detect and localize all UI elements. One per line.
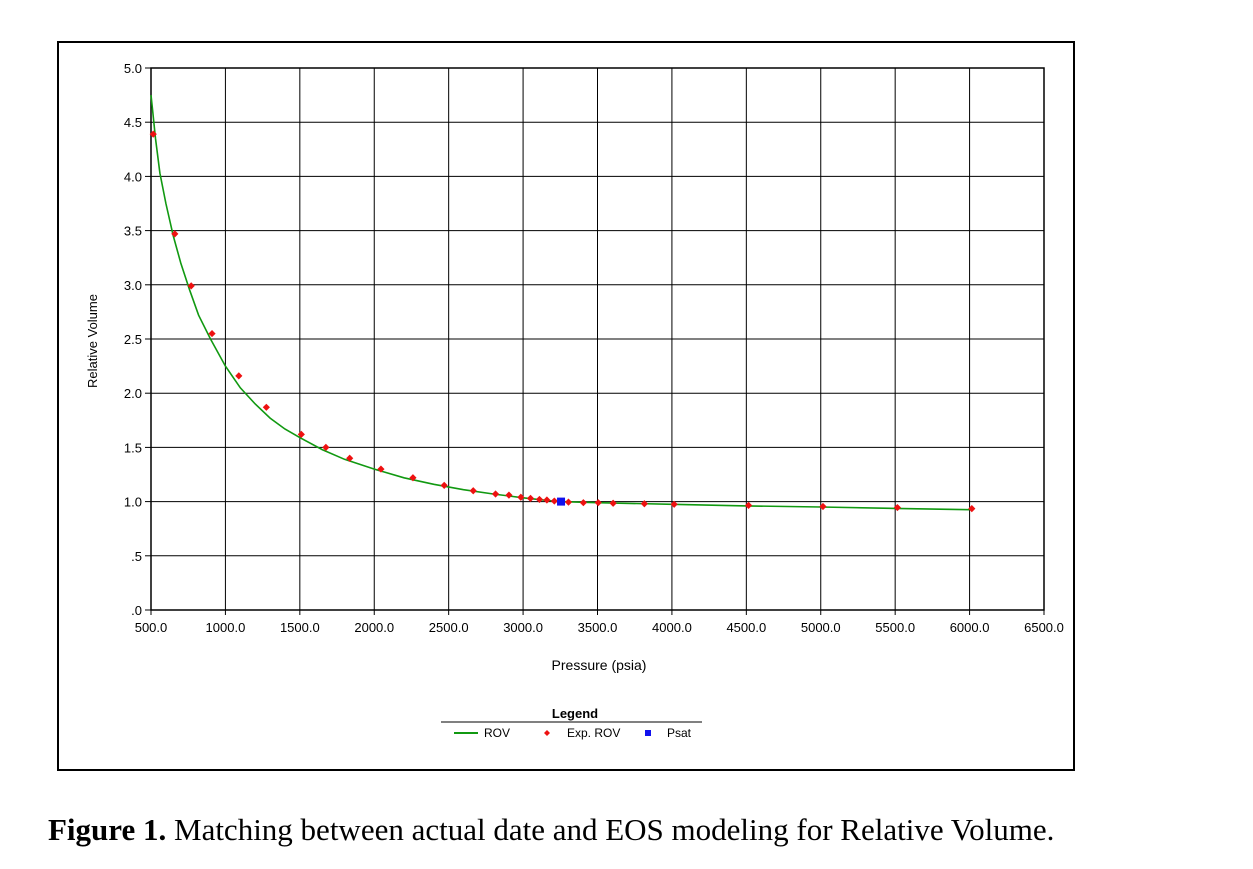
- exp-rov-point: [526, 494, 535, 502]
- x-tick-label: 500.0: [135, 620, 168, 635]
- x-tick-label: 6000.0: [950, 620, 990, 635]
- exp-rov-point: [235, 372, 243, 380]
- exp-rov-point: [377, 465, 385, 473]
- y-axis-label: Relative Volume: [85, 294, 100, 388]
- y-tick-label: .0: [131, 603, 142, 618]
- chart-frame: 500.0 1000.0 1500.0 2000.0 2500.0 3000.0 3500.…: [57, 41, 1075, 771]
- y-tick-label: 5.0: [124, 61, 142, 76]
- relative-volume-chart: 500.0 1000.0 1500.0 2000.0 2500.0 3000.0 3500.…: [85, 61, 1064, 740]
- legend-exp-rov-swatch: [544, 730, 550, 736]
- x-tick-label: 5000.0: [801, 620, 841, 635]
- x-axis-ticks: 500.0 1000.0 1500.0 2000.0 2500.0 3000.0 3500.…: [135, 610, 1064, 635]
- exp-rov-point: [640, 500, 648, 508]
- y-axis-ticks: .0 .5 1.0 1.5 2.0 2.5 3.0 3.5 4.0 4.5 5.0: [124, 61, 151, 618]
- exp-rov-point: [505, 491, 513, 499]
- exp-rov-point: [550, 497, 558, 505]
- x-tick-label: 1000.0: [206, 620, 246, 635]
- exp-rov-point: [579, 499, 587, 507]
- exp-rov-point: [208, 329, 216, 338]
- exp-rov-point: [409, 474, 417, 482]
- legend-psat-swatch: [645, 730, 651, 736]
- caption-text: Matching between actual date and EOS mod…: [166, 812, 1055, 847]
- y-tick-label: 4.0: [124, 169, 142, 184]
- exp-rov-point: [819, 502, 827, 511]
- y-tick-label: .5: [131, 549, 142, 564]
- exp-rov-point: [893, 503, 901, 512]
- figure-caption: Figure 1. Matching between actual date a…: [48, 812, 1054, 848]
- y-tick-label: 2.0: [124, 386, 142, 401]
- caption-label: Figure 1.: [48, 812, 167, 847]
- exp-rov-point: [149, 130, 157, 138]
- legend-label: ROV: [484, 726, 510, 740]
- x-tick-label: 4500.0: [726, 620, 766, 635]
- x-tick-label: 1500.0: [280, 620, 320, 635]
- y-tick-label: 3.5: [124, 224, 142, 239]
- exp-rov-point: [171, 230, 179, 238]
- exp-rov-point: [469, 487, 477, 495]
- exp-rov-point: [262, 403, 270, 411]
- y-tick-label: 3.0: [124, 278, 142, 293]
- exp-rov-point: [968, 505, 976, 513]
- exp-rov-point: [543, 496, 551, 504]
- exp-rov-point: [297, 430, 305, 438]
- x-tick-label: 2500.0: [429, 620, 469, 635]
- exp-rov-point: [517, 493, 525, 501]
- legend-items: ROV Exp. ROV Psat: [454, 726, 692, 740]
- legend-title: Legend: [552, 706, 598, 721]
- exp-rov-point: [594, 499, 602, 507]
- x-tick-label: 3000.0: [503, 620, 543, 635]
- psat-point: [557, 497, 566, 506]
- grid-lines: [150, 67, 1045, 611]
- x-tick-label: 2000.0: [354, 620, 394, 635]
- exp-rov-point: [670, 500, 678, 508]
- y-tick-label: 2.5: [124, 332, 142, 347]
- y-tick-label: 4.5: [124, 115, 142, 130]
- exp-rov-point: [564, 498, 573, 506]
- series-layer: [149, 95, 976, 513]
- exp-rov-point: [535, 495, 544, 504]
- y-tick-label: 1.5: [124, 440, 142, 455]
- exp-rov-point: [744, 501, 753, 509]
- x-tick-label: 3500.0: [578, 620, 618, 635]
- x-tick-label: 4000.0: [652, 620, 692, 635]
- x-tick-label: 5500.0: [875, 620, 915, 635]
- legend-label: Exp. ROV: [567, 726, 620, 740]
- y-tick-label: 1.0: [124, 495, 142, 510]
- exp-rov-point: [346, 454, 354, 462]
- x-tick-label: 6500.0: [1024, 620, 1064, 635]
- x-axis-label: Pressure (psia): [552, 657, 647, 673]
- exp-rov-point: [322, 443, 330, 451]
- legend: Legend ROV Exp. ROV Psat: [441, 706, 702, 740]
- exp-rov-point: [609, 499, 617, 507]
- exp-rov-point: [440, 481, 448, 489]
- legend-label: Psat: [667, 726, 692, 740]
- exp-rov-point: [491, 490, 500, 498]
